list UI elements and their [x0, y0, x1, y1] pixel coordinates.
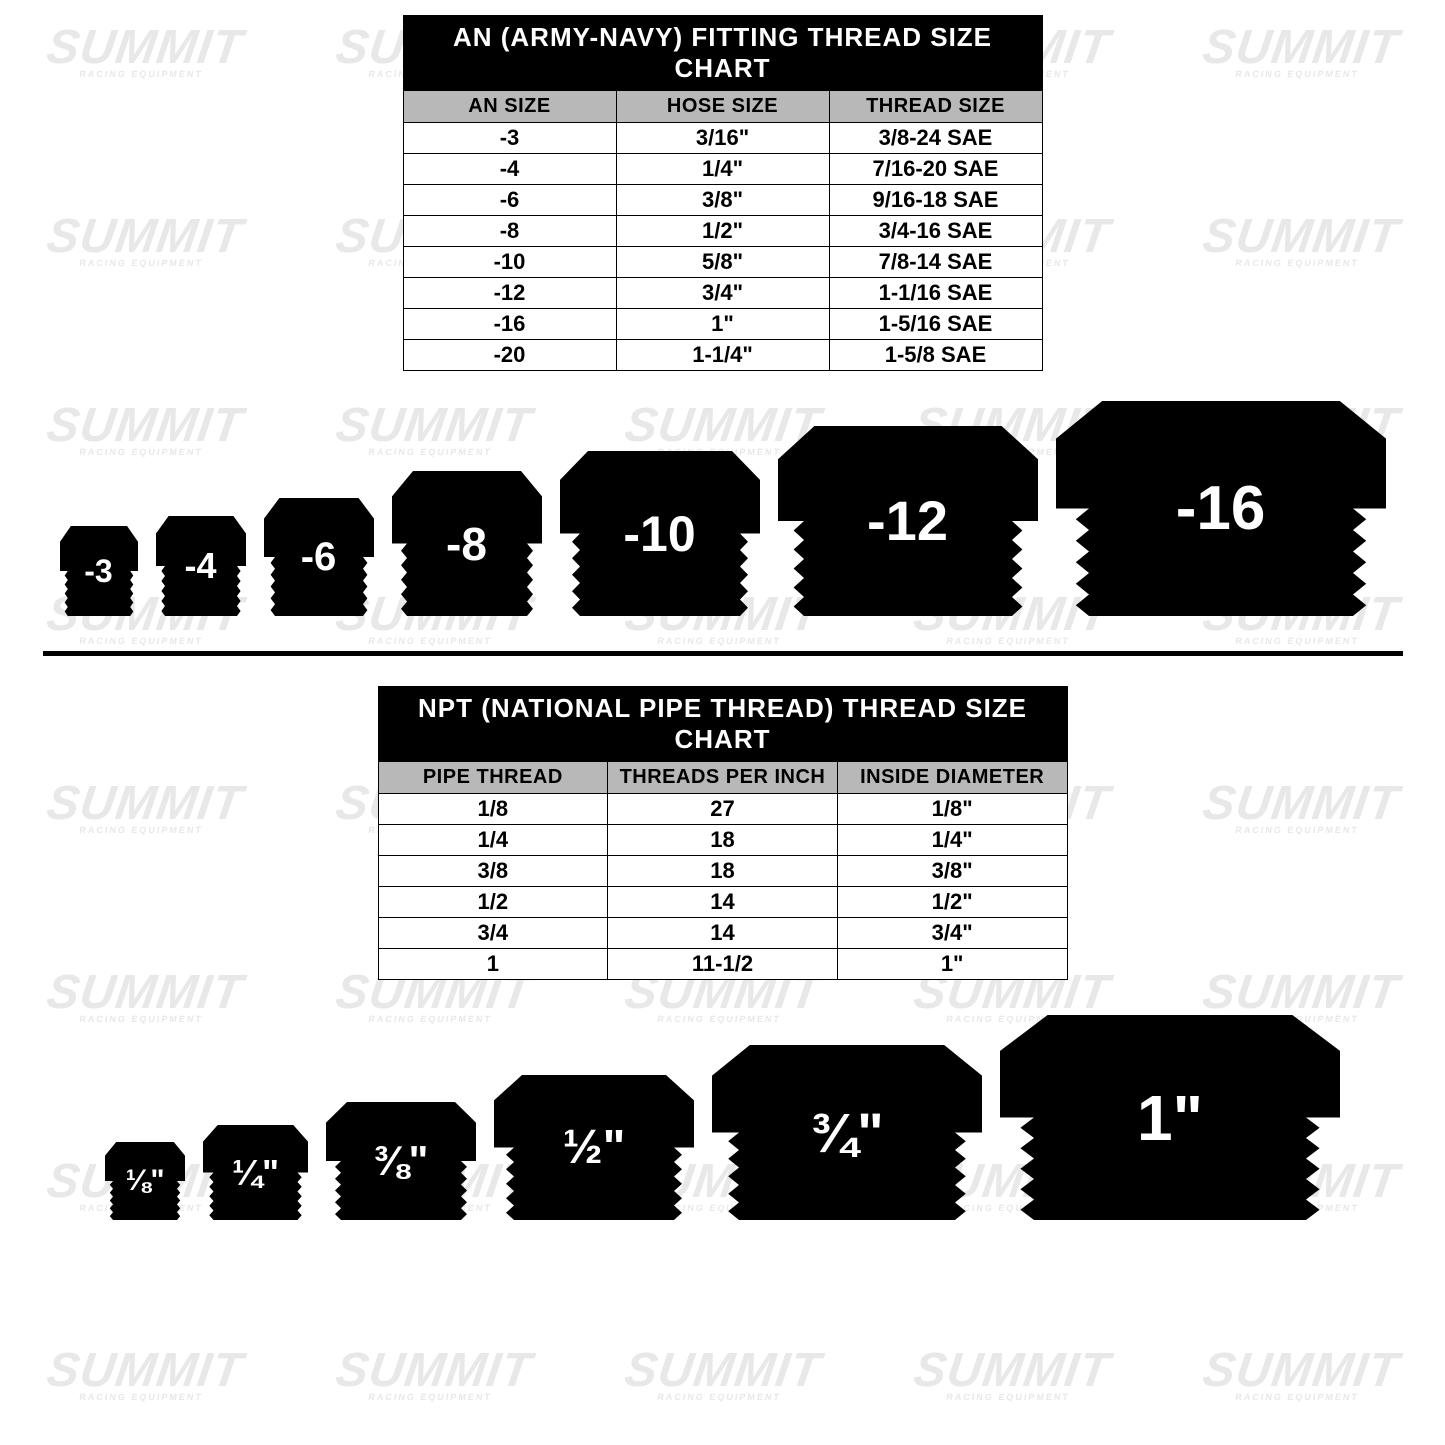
- fitting-icon: -6: [264, 498, 374, 616]
- fitting-label: -3: [84, 555, 112, 587]
- table-row: -123/4"1-1/16 SAE: [403, 278, 1042, 309]
- npt-fittings-row: ⅛" ¼" ⅜" ½" ¾" 1": [0, 1015, 1445, 1220]
- an-table-header: AN SIZE HOSE SIZE THREAD SIZE: [403, 91, 1042, 123]
- table-row: 3/4143/4": [378, 918, 1067, 949]
- fitting-icon: -4: [156, 516, 246, 616]
- npt-table-header: PIPE THREAD THREADS PER INCH INSIDE DIAM…: [378, 762, 1067, 794]
- fitting-label: -12: [867, 493, 948, 549]
- fitting-label: -16: [1176, 478, 1266, 540]
- content: AN (ARMY-NAVY) FITTING THREAD SIZE CHART…: [0, 0, 1445, 1220]
- table-row: 1/2141/2": [378, 887, 1067, 918]
- table-row: -63/8"9/16-18 SAE: [403, 185, 1042, 216]
- fitting-label: -6: [301, 537, 337, 577]
- fitting-icon: ½": [494, 1075, 694, 1220]
- table-row: 3/8183/8": [378, 856, 1067, 887]
- fitting-label: ⅜": [374, 1140, 429, 1182]
- table-row: 111-1/21": [378, 949, 1067, 980]
- fitting-icon: -3: [60, 526, 138, 616]
- table-row: 1/4181/4": [378, 825, 1067, 856]
- fitting-icon: ⅜": [326, 1102, 476, 1220]
- fitting-icon: 1": [1000, 1015, 1340, 1220]
- fitting-icon: ⅛": [105, 1142, 185, 1220]
- npt-table: NPT (NATIONAL PIPE THREAD) THREAD SIZE C…: [378, 686, 1068, 980]
- table-row: -201-1/4"1-5/8 SAE: [403, 340, 1042, 371]
- table-row: -41/4"7/16-20 SAE: [403, 154, 1042, 185]
- fitting-icon: -16: [1056, 401, 1386, 616]
- table-row: -81/2"3/4-16 SAE: [403, 216, 1042, 247]
- fitting-icon: -12: [778, 426, 1038, 616]
- fitting-label: 1": [1137, 1086, 1203, 1150]
- npt-table-title: NPT (NATIONAL PIPE THREAD) THREAD SIZE C…: [378, 687, 1067, 762]
- table-row: -33/16"3/8-24 SAE: [403, 123, 1042, 154]
- fitting-icon: ¼": [203, 1125, 308, 1220]
- fitting-label: ¼": [232, 1155, 279, 1191]
- an-fittings-row: -3 -4 -6 -8 -10 -12 -16: [0, 401, 1445, 616]
- table-row: -161"1-5/16 SAE: [403, 309, 1042, 340]
- fitting-icon: ¾": [712, 1045, 982, 1220]
- fitting-icon: -10: [560, 451, 760, 616]
- divider-line: [43, 651, 1403, 656]
- fitting-label: ⅛": [125, 1166, 164, 1196]
- fitting-label: ¾": [810, 1105, 883, 1161]
- fitting-label: -8: [446, 521, 487, 567]
- fitting-label: ½": [563, 1124, 626, 1172]
- an-table: AN (ARMY-NAVY) FITTING THREAD SIZE CHART…: [403, 15, 1043, 371]
- fitting-label: -10: [623, 509, 695, 559]
- fitting-icon: -8: [392, 471, 542, 616]
- table-row: -105/8"7/8-14 SAE: [403, 247, 1042, 278]
- table-row: 1/8271/8": [378, 794, 1067, 825]
- an-table-title: AN (ARMY-NAVY) FITTING THREAD SIZE CHART: [403, 16, 1042, 91]
- fitting-label: -4: [184, 548, 216, 584]
